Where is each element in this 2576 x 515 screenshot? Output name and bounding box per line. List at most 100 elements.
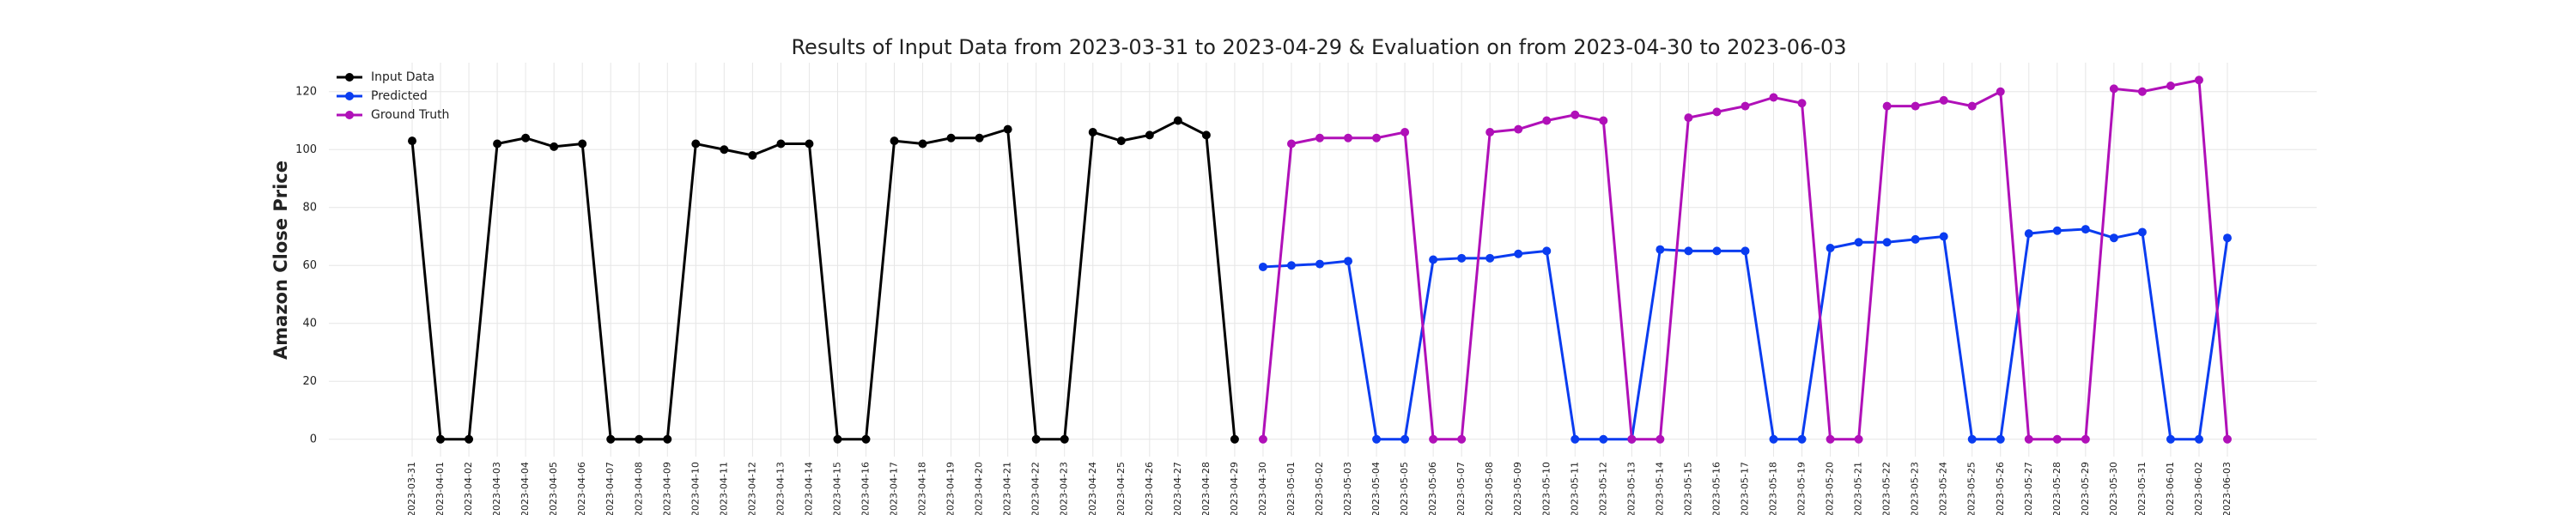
data-point [1031,434,1041,444]
data-point [493,139,502,148]
x-tick-label: 2023-05-06 [1427,462,1438,515]
x-tick-label: 2023-05-20 [1825,462,1836,515]
data-point [1712,246,1722,256]
data-point [436,434,446,444]
x-tick-label: 2023-04-02 [463,462,474,515]
data-point [1003,124,1012,134]
x-tick-label: 2023-04-24 [1087,462,1098,515]
data-point [1429,434,1438,444]
data-point [1400,434,1410,444]
data-point [1939,95,1948,105]
legend-marker [345,111,354,119]
data-point [606,434,616,444]
data-point [408,136,416,146]
data-point [1854,238,1863,247]
x-tick-label: 2023-05-03 [1342,462,1353,515]
data-point [1485,253,1495,263]
data-point [890,136,899,146]
x-tick-label: 2023-04-13 [775,462,786,515]
y-tick-label: 100 [295,143,317,156]
data-point [1542,116,1552,125]
data-point [1258,434,1267,444]
data-point [1996,87,2005,96]
x-tick-label: 2023-04-06 [576,462,587,515]
data-point [2109,84,2118,94]
x-tick-label: 2023-04-22 [1030,462,1042,515]
data-point [1684,113,1693,123]
grid [329,63,2317,457]
data-point [1230,434,1239,444]
data-point [1627,434,1637,444]
data-point [1429,255,1438,264]
x-tick-label: 2023-04-16 [860,462,872,515]
data-point [1911,234,1920,244]
x-tick-label: 2023-05-24 [1938,462,1949,515]
data-point [2024,229,2033,239]
data-point [1656,245,1665,254]
x-tick-label: 2023-05-21 [1853,462,1864,515]
x-tick-label: 2023-05-25 [1966,462,1978,515]
data-point [1542,246,1552,256]
data-point [2194,76,2203,85]
data-point [946,133,956,142]
x-tick-label: 2023-04-15 [831,462,842,515]
x-tick-label: 2023-05-12 [1597,462,1608,515]
x-tick-label: 2023-05-19 [1796,462,1807,515]
x-tick-label: 2023-04-09 [661,462,672,515]
data-point [691,139,701,148]
data-point [1797,99,1807,108]
data-point [1882,238,1892,247]
legend-marker [345,92,354,100]
data-point [1712,107,1722,117]
data-point [1315,133,1324,142]
x-tick-label: 2023-05-11 [1569,462,1580,515]
data-point [1457,434,1467,444]
x-tick-label: 2023-04-29 [1229,462,1240,515]
data-point [1571,434,1580,444]
x-tick-label: 2023-05-10 [1540,462,1552,515]
data-point [1882,101,1892,111]
y-tick-label: 120 [295,85,317,98]
data-point [2223,233,2232,243]
data-point [833,434,842,444]
data-point [1344,133,1353,142]
data-point [663,434,672,444]
data-point [578,139,587,148]
data-point [1145,130,1154,140]
x-tick-label: 2023-05-01 [1285,462,1297,515]
legend-marker [345,73,354,82]
data-point [1485,128,1495,136]
x-tick-label: 2023-05-22 [1881,462,1893,515]
data-point [2194,434,2203,444]
x-tick-label: 2023-04-28 [1200,462,1212,515]
data-point [1514,124,1523,134]
data-point [1826,434,1835,444]
data-point [1400,128,1410,136]
data-point [1599,116,1608,125]
x-tick-label: 2023-05-30 [2108,462,2119,515]
data-point [1258,262,1267,271]
data-point [1599,434,1608,444]
data-point [1286,139,1296,148]
x-tick-label: 2023-05-17 [1739,462,1750,515]
x-tick-label: 2023-06-02 [2193,462,2204,515]
data-point [776,139,786,148]
x-tick-label: 2023-05-26 [1995,462,2006,515]
x-tick-label: 2023-04-07 [605,462,616,515]
legend-label: Ground Truth [371,108,449,122]
data-point [2052,434,2062,444]
data-point [1315,259,1324,269]
y-tick-label: 40 [302,317,317,330]
x-tick-label: 2023-04-21 [1002,462,1013,515]
data-point [1656,434,1665,444]
x-tick-label: 2023-05-18 [1768,462,1779,515]
data-point [2137,87,2147,96]
y-tick-label: 0 [310,433,317,445]
y-tick-label: 60 [302,259,317,272]
x-tick-label: 2023-04-08 [633,462,644,515]
x-tick-label: 2023-05-14 [1654,462,1665,515]
data-point [2166,434,2175,444]
data-point [1457,253,1467,263]
data-point [2137,227,2147,237]
